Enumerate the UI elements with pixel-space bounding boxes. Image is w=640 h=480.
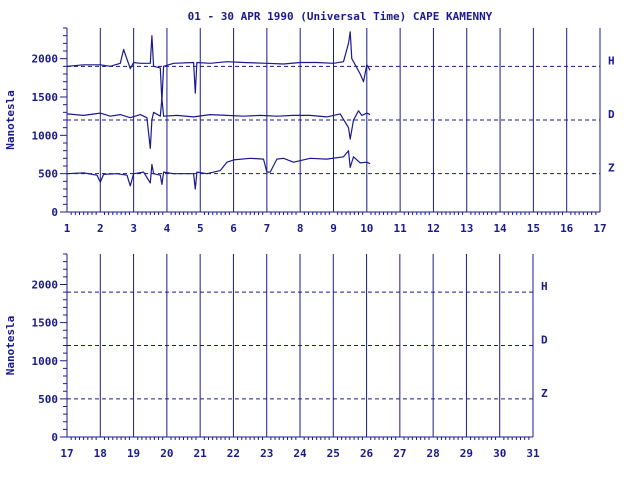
component-label-z: Z (541, 387, 548, 400)
y-tick-label: 2000 (32, 279, 59, 292)
y-tick-label: 2000 (32, 53, 59, 66)
y-tick-label: 1000 (32, 355, 59, 368)
y-axis-label: Nanotesla (4, 316, 17, 376)
component-label-h: H (541, 280, 548, 293)
panel-bottom: 17 18 19 20 21 22 23 24 25 26 27 28 29 30 31 0 500 1000 15… (4, 253, 548, 460)
x-tick-label: 6 (230, 222, 237, 235)
x-tick-label: 18 (94, 447, 107, 460)
x-tick-label: 5 (197, 222, 204, 235)
x-tick-label: 11 (394, 222, 408, 235)
y-tick-label: 0 (51, 431, 58, 444)
x-tick-label: 3 (130, 222, 137, 235)
trace-h (66, 31, 371, 102)
x-tick-label: 20 (160, 447, 173, 460)
x-tick-label: 12 (427, 222, 440, 235)
y-tick-label: 1000 (32, 129, 59, 142)
component-label-z: Z (608, 162, 615, 175)
x-tick-label: 14 (493, 222, 507, 235)
x-tick-label: 15 (527, 222, 540, 235)
x-tick-label: 17 (593, 222, 606, 235)
x-tick-label: 29 (460, 447, 473, 460)
y-axis-label: Nanotesla (4, 90, 17, 150)
component-label-d: D (608, 108, 615, 121)
x-tick-label: 22 (227, 447, 240, 460)
y-tick-label: 500 (38, 393, 58, 406)
x-tick-label: 8 (297, 222, 304, 235)
x-tick-label: 30 (493, 447, 506, 460)
y-tick-label: 1500 (32, 91, 59, 104)
x-tick-label: 28 (427, 447, 440, 460)
y-tick-label: 1500 (32, 317, 59, 330)
x-tick-label: 4 (164, 222, 171, 235)
x-tick-label: 31 (526, 447, 540, 460)
x-tick-label: 9 (330, 222, 337, 235)
x-tick-label: 23 (260, 447, 273, 460)
x-tick-label: 1 (64, 222, 71, 235)
x-tick-label: 24 (293, 447, 307, 460)
component-label-d: D (541, 334, 548, 347)
x-tick-label: 16 (560, 222, 574, 235)
y-tick-label: 0 (51, 206, 58, 219)
x-tick-label: 7 (264, 222, 271, 235)
chart-title: 01 - 30 APR 1990 (Universal Time) CAPE K… (188, 10, 493, 23)
x-tick-label: 26 (360, 447, 374, 460)
y-tick-label: 500 (38, 168, 58, 181)
x-tick-label: 10 (360, 222, 373, 235)
trace-z (66, 150, 371, 190)
x-tick-label: 17 (60, 447, 73, 460)
panel-top: 1 2 3 4 5 6 7 8 9 10 11 12 13 14 15 16 17050010001500200… (4, 27, 615, 235)
trace-d (66, 97, 371, 149)
x-tick-label: 25 (327, 447, 340, 460)
x-tick-label: 2 (97, 222, 104, 235)
x-tick-label: 27 (393, 447, 406, 460)
x-tick-label: 19 (127, 447, 140, 460)
x-tick-label: 21 (194, 447, 208, 460)
component-label-h: H (608, 54, 615, 67)
x-tick-label: 13 (460, 222, 473, 235)
